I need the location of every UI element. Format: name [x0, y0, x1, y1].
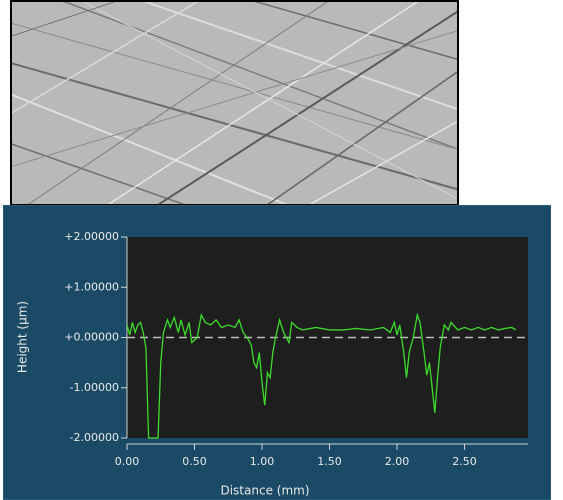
page: {"chart_data": {"type": "line", "x_label…: [0, 0, 563, 500]
x-tick-label: 2.00: [385, 455, 410, 468]
surface-image: [0, 0, 563, 206]
y-axis-label: Height (µm): [16, 301, 30, 373]
x-tick-label: 2.50: [452, 455, 477, 468]
y-tick-label: +0.00000: [64, 331, 119, 344]
x-tick-label: 0.50: [182, 455, 207, 468]
x-tick-label: 1.00: [250, 455, 275, 468]
y-tick-label: +1.00000: [64, 280, 119, 293]
y-tick-label: -2.00000: [70, 431, 119, 444]
y-tick-label: +2.00000: [64, 230, 119, 243]
chart: Distance (mm) Height (µm) +2.00000 +1.000…: [3, 205, 551, 500]
x-tick-label: 1.50: [317, 455, 342, 468]
x-tick-label: 0.00: [115, 455, 140, 468]
x-axis-label: Distance (mm): [220, 484, 309, 498]
y-tick-label: -1.00000: [70, 381, 119, 394]
